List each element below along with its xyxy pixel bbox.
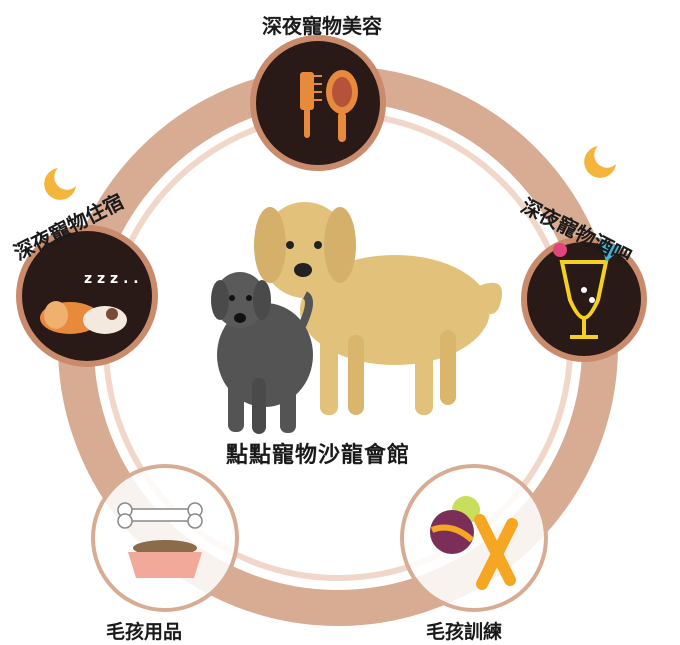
node-supplies [91, 464, 239, 612]
service-label-training: 毛孩訓練 [426, 621, 503, 643]
neon-cocktail-icon [553, 238, 622, 339]
node-lodging: z z z . . [16, 225, 158, 367]
ball-and-toy-bone-icon [430, 496, 518, 590]
sleeping-dogs-icon: z z z . . [40, 271, 139, 334]
node-bar [521, 236, 647, 362]
svg-text:z z z . .: z z z . . [84, 271, 139, 287]
service-label-supplies: 毛孩用品 [106, 621, 183, 643]
moon-icon-left [44, 168, 76, 200]
black-dog-illustration [211, 272, 313, 434]
service-label-grooming: 深夜寵物美容 [262, 14, 382, 38]
comb-and-brush-icon [300, 70, 358, 142]
node-grooming [250, 35, 386, 171]
moon-icon-right [584, 146, 616, 178]
bone-and-food-bowl-icon [117, 502, 203, 578]
golden-dog-illustration [254, 202, 502, 415]
center-title: 點點寵物沙龍會館 [226, 442, 411, 468]
node-training [400, 464, 548, 612]
